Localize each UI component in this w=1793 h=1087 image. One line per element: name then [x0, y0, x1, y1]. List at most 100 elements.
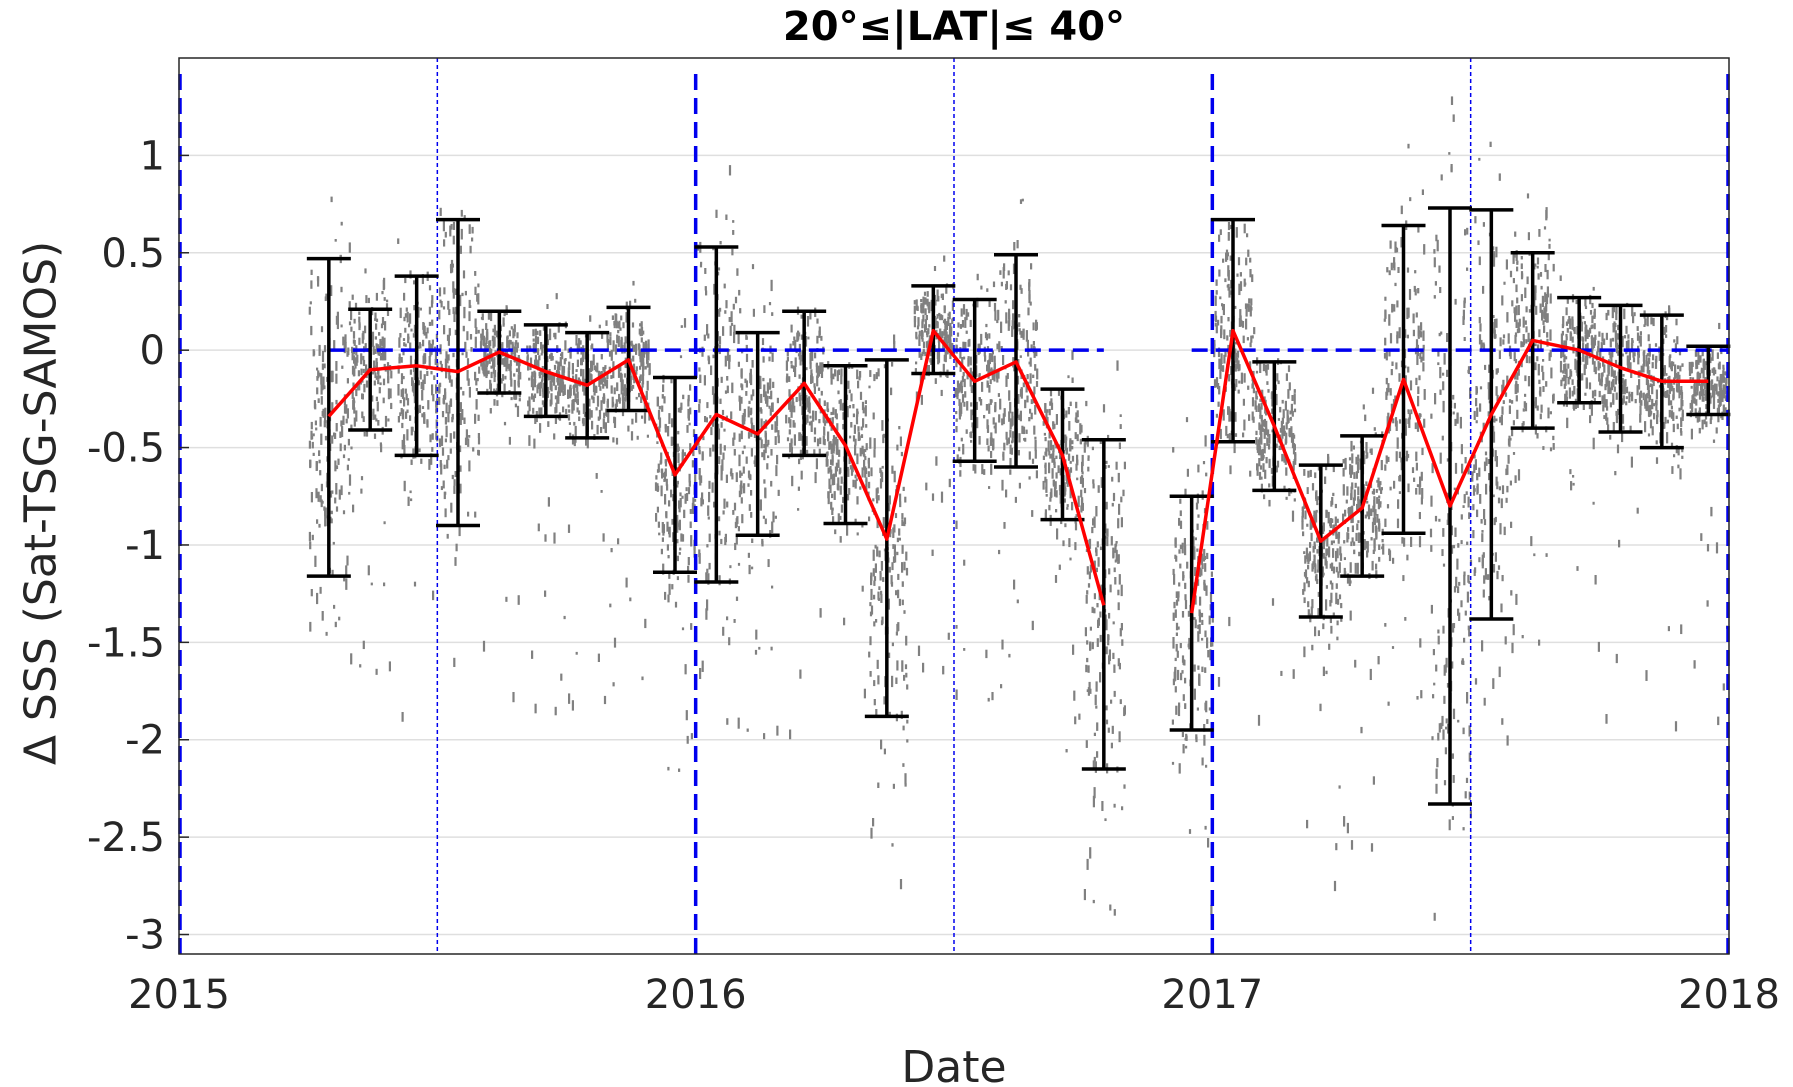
scatter-point — [1120, 496, 1123, 503]
scatter-point — [768, 396, 771, 399]
scatter-point — [772, 511, 775, 523]
scatter-point — [510, 378, 513, 387]
scatter-point — [412, 448, 415, 459]
scatter-point — [1317, 559, 1320, 571]
scatter-point — [869, 602, 872, 607]
scatter-point — [1319, 703, 1322, 712]
scatter-point — [1339, 553, 1343, 561]
scatter-point — [1184, 488, 1187, 497]
scatter-point — [655, 513, 658, 522]
scatter-point — [610, 385, 613, 394]
scatter-point — [1187, 610, 1190, 617]
scatter-point — [1243, 419, 1246, 431]
scatter-point — [1502, 334, 1506, 339]
scatter-point — [1049, 401, 1052, 406]
scatter-point — [502, 358, 505, 366]
scatter-point — [860, 434, 864, 438]
scatter-point — [320, 384, 323, 395]
scatter-point — [948, 478, 951, 488]
scatter-point — [1184, 677, 1187, 684]
scatter-point — [1058, 564, 1061, 570]
scatter-point — [1482, 342, 1485, 348]
scatter-point — [962, 341, 965, 351]
scatter-point — [1537, 363, 1540, 376]
scatter-point — [1592, 437, 1595, 450]
scatter-point — [1079, 438, 1082, 445]
scatter-point — [518, 393, 521, 398]
scatter-point — [1623, 308, 1626, 320]
scatter-point — [428, 459, 431, 470]
scatter-point — [1099, 672, 1102, 683]
scatter-point — [1417, 386, 1420, 395]
scatter-point — [1186, 561, 1189, 569]
scatter-point — [397, 416, 400, 423]
scatter-point — [1011, 431, 1015, 438]
scatter-point — [342, 454, 346, 459]
scatter-point — [873, 699, 876, 706]
scatter-point — [989, 437, 992, 446]
scatter-point — [896, 623, 899, 632]
scatter-point — [419, 307, 422, 311]
scatter-point — [980, 285, 983, 290]
scatter-point — [1534, 285, 1537, 293]
scatter-point — [1048, 408, 1051, 416]
scatter-point — [865, 479, 868, 487]
scatter-point — [569, 432, 572, 440]
scatter-point — [561, 375, 564, 386]
scatter-point — [1637, 353, 1640, 365]
scatter-point — [439, 360, 442, 365]
scatter-point — [707, 333, 710, 339]
scatter-point — [925, 341, 928, 348]
scatter-point — [1175, 599, 1179, 606]
scatter-point — [922, 662, 925, 673]
scatter-point — [1516, 384, 1519, 393]
scatter-point — [592, 396, 595, 404]
scatter-point — [1411, 467, 1415, 474]
scatter-point — [1011, 437, 1014, 443]
scatter-point — [1008, 653, 1011, 658]
scatter-point — [636, 435, 639, 440]
scatter-point — [342, 336, 345, 346]
scatter-point — [429, 434, 432, 443]
scatter-point — [1370, 508, 1373, 516]
scatter-point — [600, 373, 603, 385]
scatter-point — [1229, 329, 1232, 337]
scatter-point — [661, 472, 664, 478]
scatter-point — [1433, 912, 1436, 921]
scatter-point — [1543, 307, 1546, 317]
scatter-point — [1366, 550, 1369, 558]
scatter-point — [310, 280, 313, 289]
scatter-point — [1384, 296, 1387, 301]
scatter-point — [786, 350, 789, 357]
scatter-point — [503, 357, 507, 366]
scatter-point — [449, 398, 453, 407]
scatter-point — [1363, 458, 1366, 465]
scatter-point — [1452, 411, 1455, 415]
scatter-point — [1306, 819, 1309, 829]
scatter-point — [740, 383, 743, 388]
scatter-point — [1527, 232, 1530, 241]
scatter-point — [1534, 343, 1537, 347]
scatter-point — [1422, 330, 1425, 341]
scatter-point — [374, 372, 377, 379]
scatter-point — [1175, 632, 1178, 636]
scatter-point — [1338, 785, 1341, 789]
scatter-point — [710, 427, 713, 436]
scatter-point — [1261, 420, 1264, 432]
scatter-point — [943, 306, 946, 311]
scatter-point — [1282, 409, 1285, 419]
scatter-point — [358, 383, 361, 391]
scatter-point — [1569, 318, 1572, 330]
scatter-point — [563, 359, 566, 365]
scatter-point — [724, 310, 727, 314]
scatter-point — [1096, 722, 1099, 731]
scatter-point — [1052, 444, 1055, 453]
scatter-point — [1200, 553, 1203, 565]
scatter-point — [961, 320, 965, 328]
scatter-point — [1542, 320, 1545, 325]
scatter-point — [1007, 270, 1010, 276]
scatter-point — [1478, 467, 1481, 477]
scatter-point — [440, 435, 444, 446]
scatter-point — [459, 417, 462, 426]
scatter-point — [1236, 350, 1240, 358]
